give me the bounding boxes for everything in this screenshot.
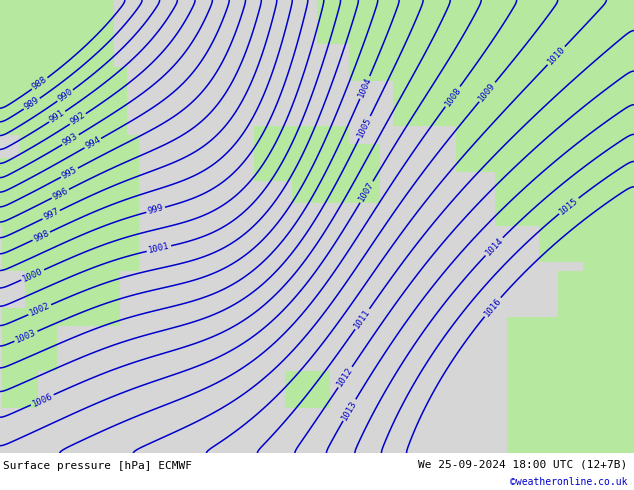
Text: 1012: 1012 xyxy=(335,366,355,389)
Text: 1004: 1004 xyxy=(356,76,373,99)
Text: 1008: 1008 xyxy=(443,85,463,108)
Text: 996: 996 xyxy=(51,186,70,201)
Text: 1005: 1005 xyxy=(356,116,373,139)
Text: 1011: 1011 xyxy=(353,308,372,330)
Text: 988: 988 xyxy=(30,75,49,92)
Text: 1000: 1000 xyxy=(21,267,44,283)
Text: 1016: 1016 xyxy=(482,296,503,318)
Text: 1013: 1013 xyxy=(340,398,359,421)
Text: Surface pressure [hPa] ECMWF: Surface pressure [hPa] ECMWF xyxy=(3,461,192,471)
Text: 1006: 1006 xyxy=(30,392,54,408)
Text: 1014: 1014 xyxy=(483,236,505,257)
Text: 990: 990 xyxy=(56,87,74,104)
Text: 989: 989 xyxy=(23,96,41,112)
Text: We 25-09-2024 18:00 UTC (12+7B): We 25-09-2024 18:00 UTC (12+7B) xyxy=(418,459,628,469)
Text: 999: 999 xyxy=(146,203,165,216)
Text: 1001: 1001 xyxy=(148,242,171,255)
Text: 991: 991 xyxy=(48,108,67,125)
Text: 1007: 1007 xyxy=(357,180,376,203)
Text: 995: 995 xyxy=(60,165,79,180)
Text: 997: 997 xyxy=(42,207,60,222)
Text: 992: 992 xyxy=(68,111,87,127)
Text: 1010: 1010 xyxy=(546,45,567,67)
Text: 993: 993 xyxy=(61,132,80,148)
Text: 1015: 1015 xyxy=(558,196,580,216)
Text: ©weatheronline.co.uk: ©weatheronline.co.uk xyxy=(510,477,628,487)
Text: 998: 998 xyxy=(32,229,51,244)
Text: 1002: 1002 xyxy=(28,301,51,318)
Text: 1003: 1003 xyxy=(15,328,37,344)
Text: 994: 994 xyxy=(84,135,102,151)
Text: 1009: 1009 xyxy=(477,81,498,103)
